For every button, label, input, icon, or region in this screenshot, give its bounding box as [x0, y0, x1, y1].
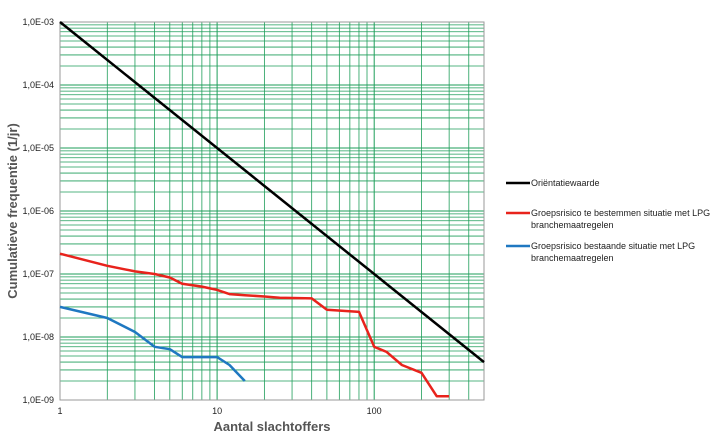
- legend: Oriëntatiewaarde Groepsrisico te bestemme…: [506, 178, 710, 263]
- y-tick-label: 1,0E-08: [22, 332, 54, 342]
- series-layer: [59, 21, 485, 398]
- y-tick-label: 1,0E-03: [22, 17, 54, 27]
- legend-label-3: Groepsrisico bestaande situatie met LPG b…: [531, 241, 695, 263]
- y-tick-label: 1,0E-06: [22, 206, 54, 216]
- series-line-3: [59, 305, 246, 382]
- series-line-2: [59, 252, 450, 398]
- x-tick-labels: 1 10 100: [57, 406, 381, 416]
- x-tick-label: 10: [212, 406, 222, 416]
- y-tick-labels: 1,0E-03 1,0E-04 1,0E-05 1,0E-06 1,0E-07 1,0E-…: [22, 17, 54, 405]
- y-tick-label: 1,0E-07: [22, 269, 54, 279]
- legend-label-2: Groepsrisico te bestemmen situatie met L…: [531, 208, 710, 230]
- x-axis-title: Aantal slachtoffers: [213, 419, 330, 434]
- legend-label-1: Oriëntatiewaarde: [531, 178, 600, 188]
- y-tick-label: 1,0E-09: [22, 395, 54, 405]
- y-tick-label: 1,0E-05: [22, 143, 54, 153]
- x-tick-label: 1: [57, 406, 62, 416]
- y-tick-label: 1,0E-04: [22, 80, 54, 90]
- grid: [59, 21, 485, 401]
- plot-frame: [59, 21, 485, 401]
- x-tick-label: 100: [367, 406, 382, 416]
- y-axis-title: Cumulatieve frequentie (1/jr): [5, 123, 20, 299]
- series-line-1: [59, 21, 485, 364]
